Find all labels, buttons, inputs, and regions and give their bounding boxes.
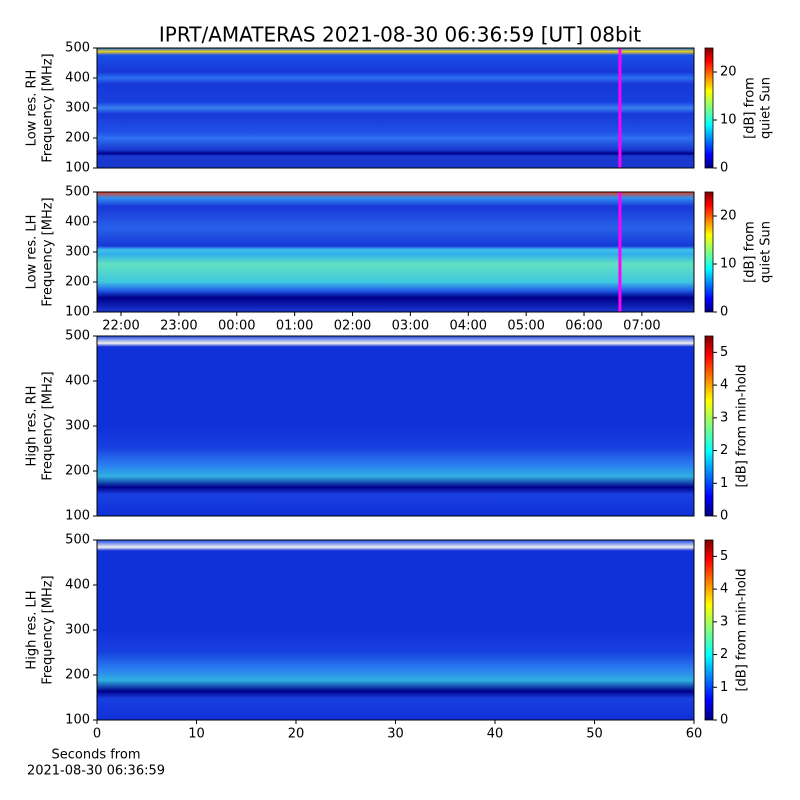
spectrogram (97, 540, 694, 720)
x-tick-label: 0 (93, 727, 101, 742)
colorbar-tick-label: 2 (720, 647, 728, 662)
y-axis-label: Frequency [MHz] (41, 575, 56, 684)
colorbar-tick-label: 4 (720, 378, 728, 393)
y-tick-label: 200 (65, 668, 90, 683)
colorbar-tick-label: 0 (720, 509, 728, 524)
colorbar-tick-label: 0 (720, 305, 728, 320)
y-tick-label: 500 (65, 185, 90, 200)
colorbar (704, 191, 714, 313)
x-tick-label: 07:00 (623, 319, 660, 334)
x-axis-label: Seconds from (51, 748, 140, 763)
x-tick-label: 01:00 (276, 319, 313, 334)
x-axis-label: 2021-08-30 06:36:59 (27, 764, 165, 779)
colorbar-label: [dB] from (743, 221, 758, 283)
colorbar-tick-label: 0 (720, 161, 728, 176)
colorbar-label: [dB] from min-hold (735, 364, 750, 487)
colorbar (704, 539, 714, 721)
colorbar-label: [dB] from min-hold (735, 568, 750, 691)
y-tick-label: 200 (65, 131, 90, 146)
y-tick-label: 500 (65, 329, 90, 344)
y-axis-label: Low res. RH (25, 70, 40, 147)
spectrogram (97, 192, 694, 312)
colorbar (704, 335, 714, 517)
y-axis-label: Low res. LH (25, 215, 40, 290)
x-tick-label: 23:00 (160, 319, 197, 334)
y-tick-label: 200 (65, 464, 90, 479)
colorbar-label: quiet Sun (759, 221, 774, 283)
y-axis-label: Frequency [MHz] (41, 53, 56, 162)
x-tick-label: 00:00 (218, 319, 255, 334)
colorbar-label: quiet Sun (759, 77, 774, 139)
colorbar-tick-label: 0 (720, 713, 728, 728)
x-tick-label: 60 (686, 727, 703, 742)
x-tick-label: 10 (188, 727, 205, 742)
x-tick-label: 06:00 (565, 319, 602, 334)
y-tick-label: 300 (65, 101, 90, 116)
colorbar-tick-label: 10 (720, 113, 737, 128)
colorbar-tick-label: 10 (720, 257, 737, 272)
y-tick-label: 500 (65, 41, 90, 56)
y-axis-label: Frequency [MHz] (41, 197, 56, 306)
colorbar-tick-label: 5 (720, 345, 728, 360)
x-tick-label: 50 (586, 727, 603, 742)
colorbar-tick-label: 1 (720, 476, 728, 491)
colorbar-tick-label: 20 (720, 209, 737, 224)
x-tick-label: 05:00 (507, 319, 544, 334)
y-tick-label: 100 (65, 509, 90, 524)
y-tick-label: 500 (65, 533, 90, 548)
x-tick-label: 02:00 (334, 319, 371, 334)
colorbar (704, 47, 714, 169)
colorbar-label: [dB] from (743, 77, 758, 139)
y-axis-label: High res. LH (25, 590, 40, 669)
x-tick-label: 20 (288, 727, 305, 742)
y-tick-label: 300 (65, 419, 90, 434)
y-tick-label: 100 (65, 161, 90, 176)
colorbar-tick-label: 2 (720, 443, 728, 458)
spectrogram (97, 336, 694, 516)
colorbar-tick-label: 3 (720, 614, 728, 629)
y-axis-label: Frequency [MHz] (41, 371, 56, 480)
y-tick-label: 400 (65, 374, 90, 389)
figure-title: IPRT/AMATERAS 2021-08-30 06:36:59 [UT] 0… (159, 23, 641, 47)
x-tick-label: 22:00 (102, 319, 139, 334)
y-tick-label: 200 (65, 275, 90, 290)
y-tick-label: 300 (65, 245, 90, 260)
colorbar-tick-label: 1 (720, 680, 728, 695)
y-tick-label: 100 (65, 305, 90, 320)
colorbar-tick-label: 20 (720, 65, 737, 80)
x-tick-label: 04:00 (450, 319, 487, 334)
y-tick-label: 400 (65, 578, 90, 593)
colorbar-tick-label: 5 (720, 549, 728, 564)
colorbar-tick-label: 3 (720, 410, 728, 425)
spectrogram (97, 48, 694, 168)
x-tick-label: 30 (387, 727, 404, 742)
y-tick-label: 400 (65, 215, 90, 230)
y-tick-label: 400 (65, 71, 90, 86)
x-tick-label: 40 (487, 727, 504, 742)
y-tick-label: 300 (65, 623, 90, 638)
y-axis-label: High res. RH (25, 386, 40, 467)
y-tick-label: 100 (65, 713, 90, 728)
colorbar-tick-label: 4 (720, 582, 728, 597)
x-tick-label: 03:00 (392, 319, 429, 334)
